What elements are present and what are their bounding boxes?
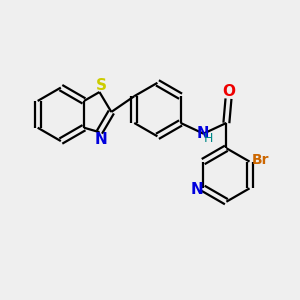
Text: N: N [190,182,203,197]
Text: S: S [95,78,106,93]
Text: Br: Br [252,153,270,167]
Text: N: N [94,132,107,147]
Text: O: O [222,84,235,99]
Text: N: N [197,125,209,140]
Text: H: H [204,133,214,146]
